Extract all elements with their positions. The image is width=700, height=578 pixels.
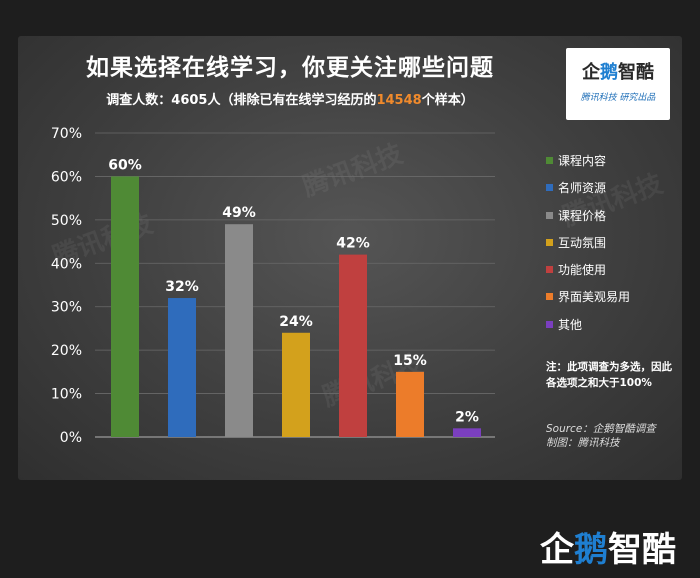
y-tick-label: 40% xyxy=(51,256,82,272)
legend-item: 课程内容 xyxy=(546,150,676,173)
logo-name: 企鹅智酷 xyxy=(566,58,670,84)
legend-item: 互动氛围 xyxy=(546,232,676,255)
legend-label: 课程价格 xyxy=(558,208,607,223)
y-tick-label: 70% xyxy=(51,126,82,142)
bar-layer xyxy=(111,176,481,437)
subtitle-highlight: 14548 xyxy=(376,93,422,108)
legend-swatch xyxy=(546,184,553,192)
bar-4 xyxy=(282,332,310,437)
y-tick-label: 30% xyxy=(51,300,82,316)
bar-value-label: 42% xyxy=(336,236,370,252)
legend-item: 课程价格 xyxy=(546,205,676,228)
bar-value-label: 32% xyxy=(165,279,199,295)
subtitle-prefix: 调查人数：4605人（排除已有在线学习经历的 xyxy=(106,93,377,108)
brand-part1: 企 xyxy=(540,530,574,570)
legend-item: 名师资源 xyxy=(546,177,676,200)
bar-7 xyxy=(453,428,481,437)
bar-2 xyxy=(168,298,196,437)
legend-item: 界面美观易用 xyxy=(546,286,676,309)
bar-value-label: 15% xyxy=(393,353,427,369)
bar-6 xyxy=(396,371,424,437)
legend-item: 其他 xyxy=(546,314,676,337)
chart-title: 如果选择在线学习，你更关注哪些问题 xyxy=(86,55,494,81)
logo-name-part1: 企 xyxy=(582,62,600,83)
legend-label: 课程内容 xyxy=(558,154,607,168)
y-tick-label: 50% xyxy=(51,213,82,229)
bar-5 xyxy=(339,254,367,437)
legend-label: 界面美观易用 xyxy=(558,290,631,305)
logo-name-part3: 智酷 xyxy=(618,62,654,83)
y-tick-label: 0% xyxy=(60,430,82,446)
subtitle-suffix: 个样本） xyxy=(421,93,474,108)
legend-swatch xyxy=(546,266,553,274)
legend-swatch xyxy=(546,238,553,246)
legend: 课程内容名师资源课程价格互动氛围功能使用界面美观易用 其他 xyxy=(546,150,676,341)
legend-swatch xyxy=(546,293,553,301)
y-tick-label: 60% xyxy=(51,169,82,185)
bar-3 xyxy=(225,224,253,437)
legend-swatch xyxy=(546,157,553,164)
brand-part3: 智酷 xyxy=(608,530,676,570)
legend-label: 互动氛围 xyxy=(558,235,607,250)
logo-subtitle: 腾讯科技 研究出品 xyxy=(580,93,656,103)
bar-1 xyxy=(111,176,139,437)
y-tick-label: 10% xyxy=(51,387,82,403)
legend-swatch xyxy=(546,211,553,219)
legend-swatch xyxy=(546,320,553,328)
legend-label: 功能使用 xyxy=(558,263,607,278)
logo-box: 企鹅智酷 腾讯科技 研究出品 xyxy=(566,48,670,120)
source-block: Source：企鹅智酷调查 制图：腾讯科技 xyxy=(546,422,676,450)
chart-subtitle: 调查人数：4605人（排除已有在线学习经历的14548个样本） xyxy=(0,89,580,108)
source-line: Source：企鹅智酷调查 xyxy=(546,423,656,435)
bar-value-label: 60% xyxy=(108,157,142,173)
tick-layer: 0% 10% 20% 30% 40% 50% 60% 70% xyxy=(51,126,82,446)
label-layer: 60% 32% 49% 24% 42% 15% 2% xyxy=(108,157,479,425)
bar-value-label: 49% xyxy=(222,205,256,221)
credit-line: 制图：腾讯科技 xyxy=(546,437,620,449)
legend-label: 名师资源 xyxy=(558,181,607,196)
brand-logo: 企鹅智酷 xyxy=(540,522,690,572)
y-tick-label: 20% xyxy=(51,343,82,359)
legend-item: 功能使用 xyxy=(546,259,676,282)
chart-note: 注：此项调查为多选，因此各选项之和大于100% xyxy=(546,361,672,389)
brand-part2: 鹅 xyxy=(574,530,608,570)
legend-label: 其他 xyxy=(558,317,583,332)
logo-name-part2: 鹅 xyxy=(600,62,618,83)
bar-value-label: 2% xyxy=(455,409,479,425)
bar-value-label: 24% xyxy=(279,314,313,330)
